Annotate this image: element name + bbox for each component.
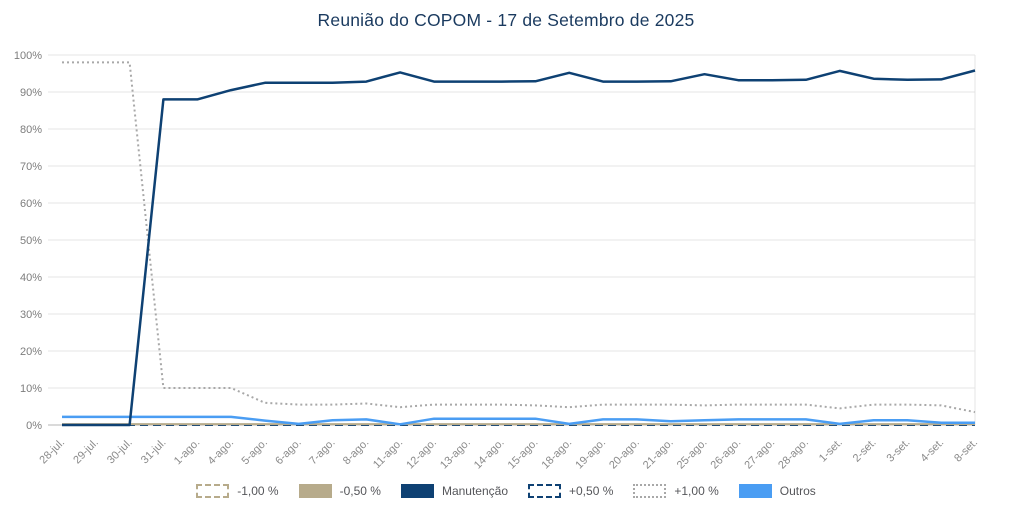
x-axis-label: 28-ago. bbox=[776, 437, 811, 472]
legend-item-minus-1-00[interactable]: -1,00 % bbox=[196, 484, 279, 498]
legend-item-plus-1-00[interactable]: +1,00 % bbox=[633, 484, 719, 498]
legend-swatch-minus-0-50 bbox=[298, 484, 332, 498]
x-axis-label: 15-ago. bbox=[506, 437, 541, 472]
x-axis-label: 4-set. bbox=[918, 437, 946, 465]
y-axis-label: 70% bbox=[20, 161, 42, 173]
x-axis-label: 8-set. bbox=[952, 437, 980, 465]
x-axis-label: 3-set. bbox=[885, 437, 913, 465]
legend-swatch-manutencao bbox=[400, 484, 434, 498]
x-axis-label: 30-jul. bbox=[105, 437, 135, 467]
x-axis-label: 7-ago. bbox=[307, 437, 338, 468]
x-axis-label: 5-ago. bbox=[239, 437, 270, 468]
x-axis-label: 14-ago. bbox=[472, 437, 507, 472]
y-axis-label: 90% bbox=[20, 87, 42, 99]
chart-plot-area: 0% 10% 20% 30% 40% 50% 60% 70% 80% 90% 100% 28-jul.… bbox=[14, 50, 980, 472]
x-axis-label: 26-ago. bbox=[709, 437, 744, 472]
legend-label: +0,50 % bbox=[569, 484, 614, 498]
chart-title: Reunião do COPOM - 17 de Setembro de 202… bbox=[317, 10, 695, 30]
x-axis-label: 19-ago. bbox=[573, 437, 608, 472]
legend-label: -1,00 % bbox=[237, 484, 279, 498]
x-axis-label: 20-ago. bbox=[607, 437, 642, 472]
legend-label: Manutenção bbox=[441, 484, 508, 498]
chart-legend: -1,00 % -0,50 % Manutenção +0,50 % +1,00 % Ou… bbox=[0, 479, 1012, 503]
y-axis-label: 0% bbox=[26, 420, 42, 432]
y-axis-label: 60% bbox=[20, 198, 42, 210]
legend-swatch-plus-0-50 bbox=[528, 484, 561, 498]
legend-swatch-outros bbox=[738, 484, 772, 498]
legend-item-plus-0-50[interactable]: +0,50 % bbox=[528, 484, 613, 498]
legend-label: Outros bbox=[779, 484, 816, 498]
y-axis-label: 20% bbox=[20, 346, 42, 358]
y-axis-label: 40% bbox=[20, 272, 42, 284]
x-axis-label: 6-ago. bbox=[273, 437, 304, 468]
x-axis-label: 27-ago. bbox=[742, 437, 777, 472]
x-axis-label: 18-ago. bbox=[539, 437, 574, 472]
legend-swatch-plus-1-00 bbox=[633, 484, 667, 498]
y-axis-label: 50% bbox=[20, 235, 42, 247]
y-axis-label: 30% bbox=[20, 309, 42, 321]
x-axis-label: 4-ago. bbox=[206, 437, 237, 468]
legend-item-manutencao[interactable]: Manutenção bbox=[400, 484, 508, 498]
x-axis-label: 28-jul. bbox=[37, 437, 67, 467]
x-axis-label: 12-ago. bbox=[404, 437, 439, 472]
series-line-plus-1-00 bbox=[62, 61, 976, 414]
y-axis-label: 10% bbox=[20, 383, 42, 395]
legend-swatch-minus-1-00 bbox=[196, 484, 230, 498]
series-line-outros bbox=[62, 415, 975, 426]
x-axis-label: 1-set. bbox=[817, 437, 845, 465]
x-axis-label: 2-set. bbox=[851, 437, 879, 465]
y-axis-label: 100% bbox=[14, 50, 42, 62]
x-axis-label: 1-ago. bbox=[172, 437, 203, 468]
x-axis-label: 21-ago. bbox=[641, 437, 676, 472]
legend-item-minus-0-50[interactable]: -0,50 % bbox=[298, 484, 381, 498]
y-axis-label: 80% bbox=[20, 124, 42, 136]
x-axis-label: 11-ago. bbox=[371, 437, 405, 471]
legend-item-outros[interactable]: Outros bbox=[738, 484, 816, 498]
legend-label: +1,00 % bbox=[674, 484, 719, 498]
x-axis-label: 29-jul. bbox=[71, 437, 101, 467]
x-axis-label: 31-jul. bbox=[139, 437, 169, 467]
legend-label: -0,50 % bbox=[339, 484, 381, 498]
series-line-manutencao bbox=[62, 69, 976, 427]
x-axis-label: 13-ago. bbox=[438, 437, 473, 472]
x-axis-label: 8-ago. bbox=[341, 437, 372, 468]
x-axis-label: 25-ago. bbox=[675, 437, 710, 472]
